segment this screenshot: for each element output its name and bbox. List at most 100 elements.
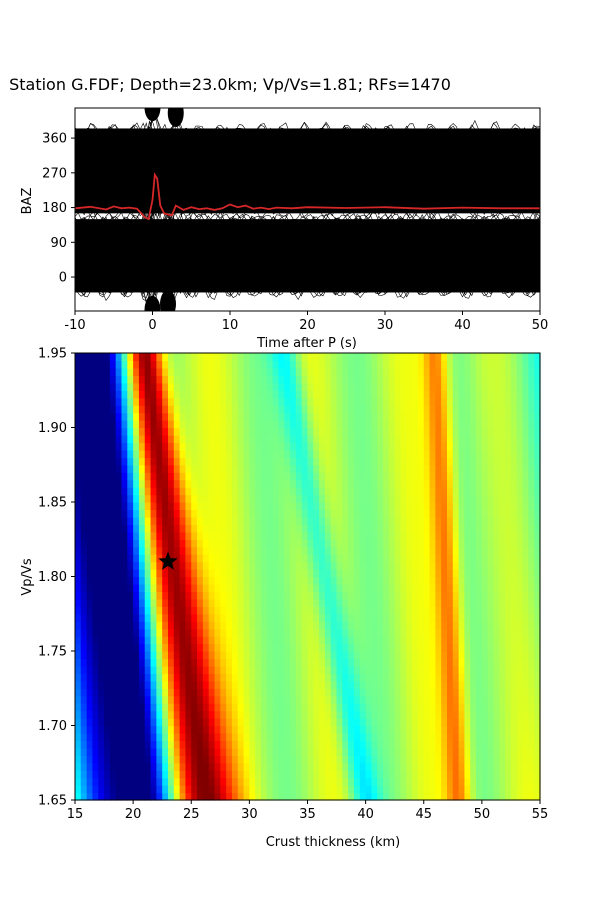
heatmap-cell xyxy=(261,621,268,630)
heatmap-cell xyxy=(121,494,128,503)
heatmap-cell xyxy=(336,464,343,473)
heatmap-cell xyxy=(313,673,320,682)
heatmap-cell xyxy=(237,360,245,369)
heatmap-cell xyxy=(336,740,343,749)
heatmap-cell xyxy=(226,658,233,667)
heatmap-cell xyxy=(307,725,314,734)
heatmap-cell xyxy=(412,360,419,369)
heatmap-cell xyxy=(214,606,221,615)
heatmap-cell xyxy=(138,449,146,458)
heatmap-cell xyxy=(528,673,535,682)
heatmap-cell xyxy=(121,464,128,473)
heatmap-cell xyxy=(168,546,175,555)
heatmap-cell xyxy=(98,688,105,697)
heatmap-cell xyxy=(481,777,489,786)
heatmap-cell xyxy=(220,665,227,674)
heatmap-cell xyxy=(261,740,268,749)
heatmap-cell xyxy=(377,487,384,496)
heatmap-cell xyxy=(342,740,349,749)
heatmap-cell xyxy=(388,405,396,414)
heatmap-cell xyxy=(179,718,187,727)
heatmap-cell xyxy=(319,405,326,414)
heatmap-cell xyxy=(104,449,111,458)
heatmap-cell xyxy=(173,405,181,414)
heatmap-cell xyxy=(266,464,274,473)
heatmap-cell xyxy=(324,464,332,473)
heatmap-cell xyxy=(138,636,146,645)
heatmap-cell xyxy=(226,777,233,786)
heatmap-cell xyxy=(266,479,274,488)
heatmap-cell xyxy=(272,442,280,451)
heatmap-cell xyxy=(243,457,250,466)
heatmap-cell xyxy=(435,621,442,630)
heatmap-cell xyxy=(441,770,448,779)
heatmap-cell xyxy=(330,732,338,741)
heatmap-cell xyxy=(388,531,396,540)
heatmap-cell xyxy=(191,591,198,600)
heatmap-cell xyxy=(505,718,512,727)
heatmap-cell xyxy=(400,405,407,414)
heatmap-cell xyxy=(388,651,396,660)
heatmap-cell xyxy=(173,576,181,585)
heatmap-cell xyxy=(185,487,192,496)
heatmap-cell xyxy=(191,673,198,682)
heatmap-cell xyxy=(481,382,489,391)
heatmap-cell xyxy=(313,367,320,376)
heatmap-cell xyxy=(104,598,111,607)
heatmap-cell xyxy=(481,516,489,525)
heatmap-cell xyxy=(371,405,378,414)
heatmap-cell xyxy=(121,353,128,362)
heatmap-cell xyxy=(295,531,303,540)
heatmap-cell xyxy=(336,703,343,712)
heatmap-cell xyxy=(197,360,204,369)
heatmap-cell xyxy=(173,591,181,600)
heatmap-cell xyxy=(383,598,390,607)
heatmap-cell xyxy=(168,785,175,794)
heatmap-cell xyxy=(185,695,192,704)
heatmap-cell xyxy=(336,405,343,414)
heatmap-cell xyxy=(272,420,280,429)
heatmap-cell xyxy=(359,755,367,764)
heatmap-cell xyxy=(400,531,407,540)
heatmap-cell xyxy=(109,762,117,771)
heatmap-cell xyxy=(510,643,518,652)
heatmap-cell xyxy=(359,703,367,712)
heatmap-cell xyxy=(243,770,250,779)
heatmap-cell xyxy=(92,718,99,727)
heatmap-cell xyxy=(144,651,152,660)
heatmap-cell xyxy=(354,591,361,600)
heatmap-cell xyxy=(191,621,198,630)
heatmap-cell xyxy=(86,747,94,756)
heatmap-cell xyxy=(505,382,512,391)
heatmap-cell xyxy=(156,509,163,518)
heatmap-cell xyxy=(80,598,88,607)
heatmap-cell xyxy=(435,792,442,801)
heatmap-cell xyxy=(237,554,245,563)
heatmap-cell xyxy=(435,449,442,458)
heatmap-cell xyxy=(359,397,367,406)
heatmap-cell xyxy=(202,688,210,697)
heatmap-cell xyxy=(80,770,88,779)
heatmap-cell xyxy=(307,405,314,414)
heatmap-cell xyxy=(336,457,343,466)
heatmap-cell xyxy=(75,785,82,794)
heatmap-cell xyxy=(266,770,274,779)
heatmap-cell xyxy=(115,583,123,592)
heatmap-cell xyxy=(127,665,134,674)
heatmap-cell xyxy=(261,464,268,473)
heatmap-cell xyxy=(115,472,123,481)
heatmap-cell xyxy=(348,539,355,548)
heatmap-cell xyxy=(179,628,187,637)
heatmap-cell xyxy=(400,554,407,563)
heatmap-cell xyxy=(243,516,250,525)
heatmap-cell xyxy=(295,591,303,600)
heatmap-cell xyxy=(156,710,163,719)
heatmap-cell xyxy=(197,718,204,727)
heatmap-cell xyxy=(441,405,448,414)
heatmap-cell xyxy=(499,412,506,421)
heatmap-cell xyxy=(272,576,280,585)
heatmap-cell xyxy=(522,390,529,399)
heatmap-cell xyxy=(208,367,216,376)
heatmap-cell xyxy=(284,770,291,779)
heatmap-cell xyxy=(231,427,239,436)
